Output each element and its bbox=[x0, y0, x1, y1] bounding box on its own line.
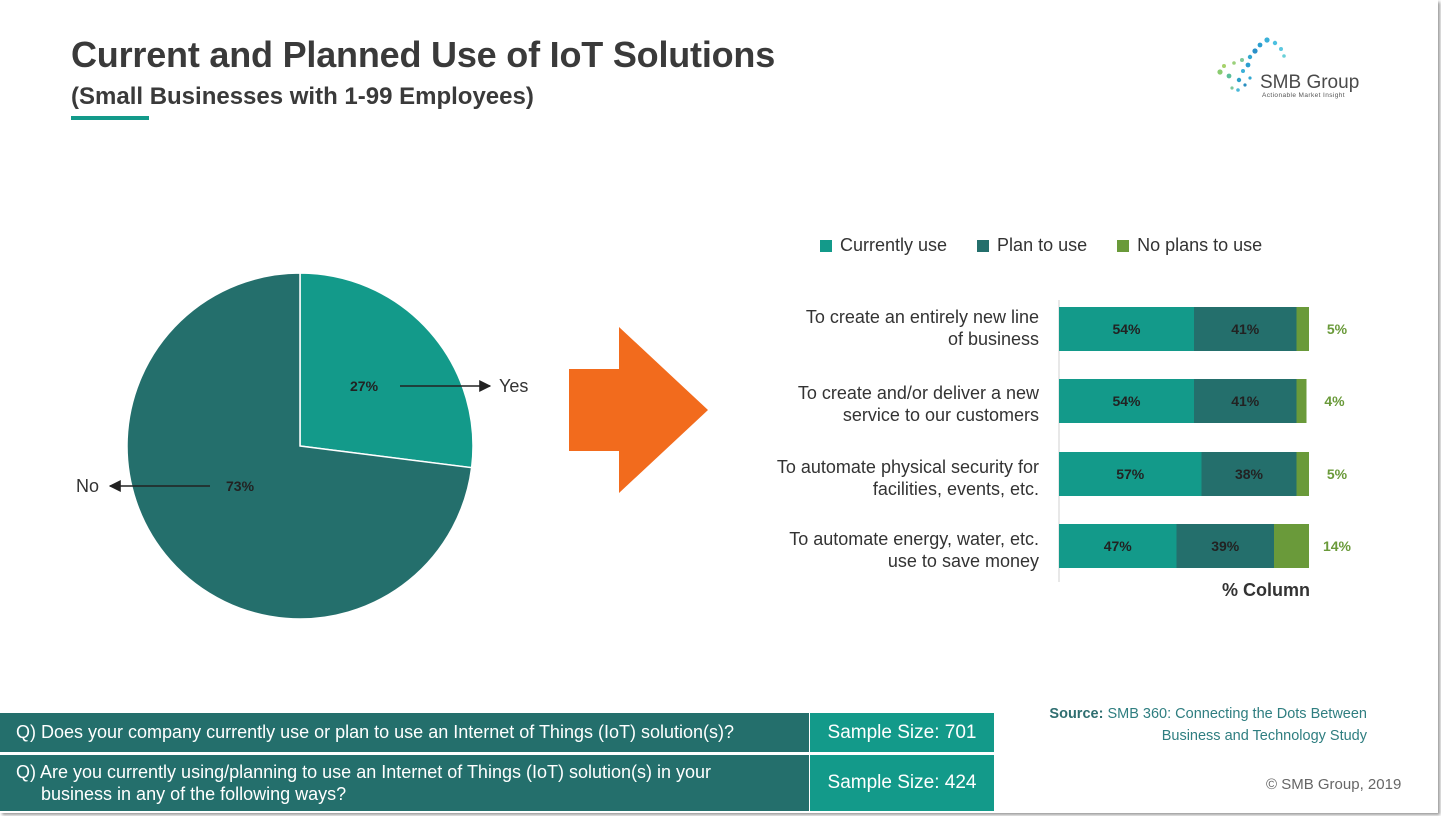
bar-data-label: 38% bbox=[1235, 466, 1264, 482]
legend-swatch bbox=[820, 239, 832, 252]
category-label-line: of business bbox=[947, 329, 1039, 349]
bar-segment-currently-use bbox=[1059, 379, 1194, 423]
bar-segment-plan-to-use bbox=[1194, 307, 1297, 351]
bar-segment-no-plans-to-use bbox=[1296, 379, 1307, 423]
legend-label: Currently use bbox=[840, 235, 948, 255]
legend-label: No plans to use bbox=[1137, 235, 1263, 255]
bar-data-label: 54% bbox=[1112, 321, 1141, 337]
bar-data-label: 47% bbox=[1104, 538, 1133, 554]
sample-size-badge: Sample Size: 424 bbox=[810, 755, 994, 811]
source-note: Source: SMB 360: Connecting the Dots Bet… bbox=[1049, 703, 1367, 747]
copyright: © SMB Group, 2019 bbox=[1266, 776, 1402, 793]
pie-value-yes: 27% bbox=[350, 378, 379, 394]
legend-item-currently-use: Currently use bbox=[820, 235, 947, 256]
bar-data-label: 54% bbox=[1112, 393, 1141, 409]
bar-data-label: 41% bbox=[1231, 393, 1260, 409]
title-underline bbox=[71, 116, 149, 120]
bar-data-label: 39% bbox=[1211, 538, 1240, 554]
category-label-line: To automate energy, water, etc. bbox=[789, 529, 1039, 549]
source-label: Source: bbox=[1049, 706, 1104, 722]
category-label: To create an entirely new line of busine… bbox=[719, 306, 1039, 350]
x-axis-label: % Column bbox=[1222, 580, 1310, 600]
pie-value-no: 73% bbox=[226, 478, 255, 494]
category-label-line: service to our customers bbox=[842, 405, 1039, 425]
pie-slice-no bbox=[126, 272, 473, 620]
sample-size-badge: Sample Size: 701 bbox=[810, 713, 994, 752]
question-text: Q) Are you currently using/planning to u… bbox=[16, 761, 711, 805]
category-label-line: use to save money bbox=[887, 551, 1039, 571]
stacked-bar-chart: 54% 41% 5% 54% 41% 4% 57% 38% 5% 47% 39% 14% bbox=[1059, 307, 1352, 568]
bar-data-label: 4% bbox=[1324, 393, 1345, 409]
category-label-line: To automate physical security for bbox=[776, 457, 1039, 477]
bar-segment-plan-to-use bbox=[1176, 524, 1274, 568]
question-line: business in any of the following ways? bbox=[41, 784, 347, 804]
bar-segment-currently-use bbox=[1059, 524, 1177, 568]
question-row: Q) Are you currently using/planning to u… bbox=[0, 755, 809, 811]
bar-segment-currently-use bbox=[1059, 307, 1194, 351]
question-line: Q) Are you currently using/planning to u… bbox=[16, 762, 712, 782]
legend-item-plan-to-use: Plan to use bbox=[977, 235, 1087, 256]
source-line1: SMB 360: Connecting the Dots Between bbox=[1107, 706, 1367, 722]
orange-arrow-icon bbox=[569, 327, 708, 493]
question-row: Q) Does your company currently use or pl… bbox=[0, 713, 809, 752]
bar-data-label: 5% bbox=[1327, 466, 1348, 482]
pie-chart bbox=[126, 272, 474, 620]
question-text: Q) Does your company currently use or pl… bbox=[16, 722, 735, 742]
bar-segment-no-plans-to-use bbox=[1296, 452, 1309, 496]
category-label: To automate physical security for facili… bbox=[719, 456, 1039, 500]
legend-swatch bbox=[1117, 239, 1130, 252]
bar-data-label: 5% bbox=[1327, 321, 1348, 337]
category-label: To create and/or deliver a new service t… bbox=[719, 382, 1039, 426]
legend-swatch bbox=[977, 239, 990, 252]
page-subtitle: (Small Businesses with 1-99 Employees) bbox=[71, 83, 534, 110]
bar-data-label: 57% bbox=[1116, 466, 1145, 482]
pie-label-no: No bbox=[76, 476, 99, 496]
pie-slice-yes bbox=[299, 272, 474, 469]
page-title: Current and Planned Use of IoT Solutions bbox=[71, 34, 776, 75]
bar-data-label: 41% bbox=[1231, 321, 1260, 337]
bar-segment-no-plans-to-use bbox=[1274, 524, 1309, 568]
bar-segment-no-plans-to-use bbox=[1296, 307, 1309, 351]
bar-segment-currently-use bbox=[1059, 452, 1202, 496]
bar-segment-plan-to-use bbox=[1201, 452, 1297, 496]
bar-segment-plan-to-use bbox=[1194, 379, 1297, 423]
legend-label: Plan to use bbox=[997, 235, 1088, 255]
category-label: To automate energy, water, etc. use to s… bbox=[719, 528, 1039, 572]
category-label-line: facilities, events, etc. bbox=[872, 479, 1039, 499]
chart-legend: Currently use Plan to use No plans to us… bbox=[820, 235, 1292, 256]
smb-group-logo-icon bbox=[1217, 37, 1286, 92]
category-label-line: To create an entirely new line bbox=[805, 307, 1039, 327]
category-label-line: To create and/or deliver a new bbox=[797, 383, 1039, 403]
pie-label-yes: Yes bbox=[499, 376, 528, 396]
logo-name: SMB Group bbox=[1260, 72, 1360, 93]
logo-tagline: Actionable Market Insight bbox=[1262, 92, 1345, 99]
legend-item-no-plans: No plans to use bbox=[1117, 235, 1262, 256]
source-line2: Business and Technology Study bbox=[1161, 728, 1367, 744]
bar-data-label: 14% bbox=[1323, 538, 1352, 554]
